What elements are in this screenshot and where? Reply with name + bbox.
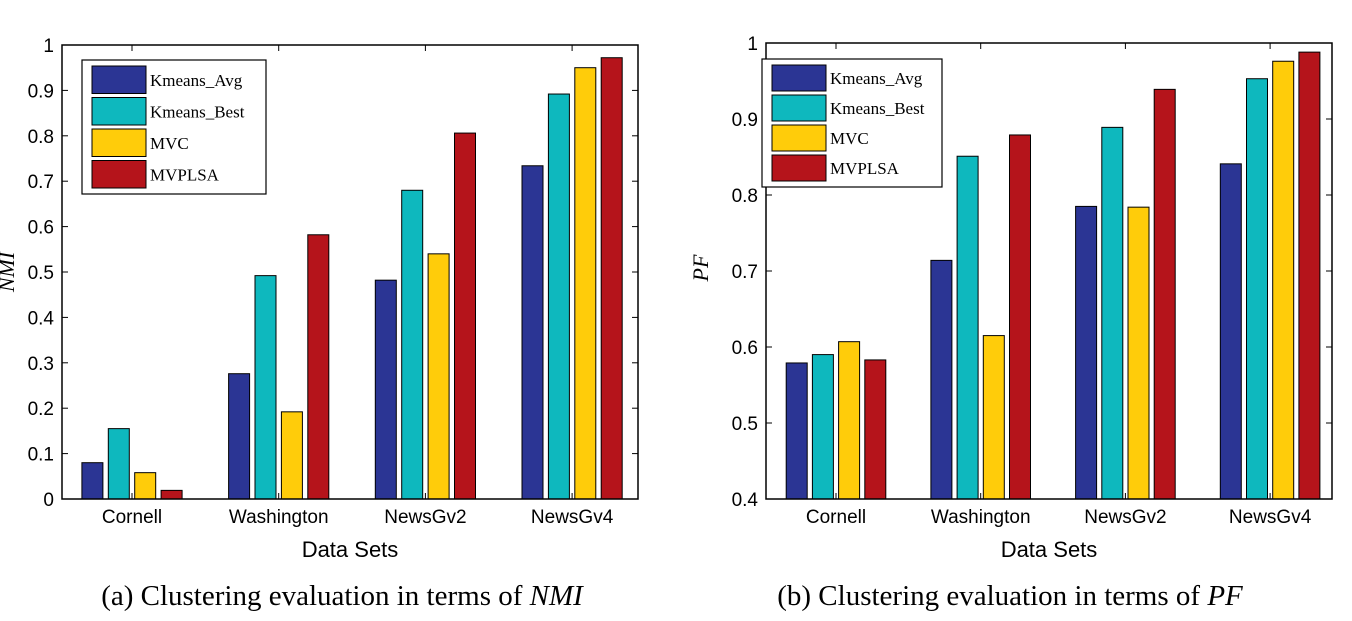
bar-mvc-newsgv2: [427, 253, 450, 500]
x-tick-label: Washington: [931, 507, 1031, 528]
bar-mvc-washington: [982, 335, 1005, 500]
legend-label-mvc: MVC: [150, 134, 189, 153]
bar-mvplsa-newsgv2: [1153, 88, 1176, 500]
legend-swatch-mvplsa: [771, 154, 827, 182]
y-tick-label: 0.8: [732, 186, 758, 207]
bar-kmeans-best-newsgv4: [1246, 78, 1268, 500]
legend-label-mvplsa: MVPLSA: [150, 165, 220, 184]
bar-kmeans-avg-newsgv2: [1075, 205, 1098, 500]
y-tick-label: 0.4: [732, 490, 759, 511]
bar-kmeans-best-newsgv2: [401, 189, 424, 500]
x-tick-label: Washington: [229, 507, 329, 528]
chart-nmi: Cornell Washington NewsGv2 NewsGv4 0 0.1 0.2 0.…: [0, 36, 639, 562]
bar-mvplsa-washington: [307, 234, 330, 500]
bar-kmeans-best-newsgv2: [1101, 126, 1124, 500]
legend-label-mvc: MVC: [830, 129, 869, 148]
legend-swatch-kmeans-best: [91, 97, 147, 126]
x-axis-label: Data Sets: [1001, 537, 1098, 562]
y-tick-label: 0.5: [28, 263, 54, 284]
legend-label-kmeans-avg: Kmeans_Avg: [150, 71, 243, 90]
caption-b-emphasis: PF: [1206, 580, 1243, 612]
bar-kmeans-best-washington: [956, 155, 979, 500]
bar-mvc-newsgv4: [1272, 60, 1295, 500]
y-tick-label: 0.2: [28, 399, 54, 420]
y-tick-label: 0.9: [732, 110, 758, 131]
bar-kmeans-best-cornell: [811, 354, 834, 500]
bar-mvc-washington: [280, 411, 303, 500]
bar-kmeans-avg-washington: [228, 373, 251, 500]
y-tick-label: 0.1: [28, 445, 54, 466]
bar-kmeans-avg-newsgv2: [374, 279, 397, 500]
bar-mvc-cornell: [838, 341, 861, 500]
y-tick-label: 0.6: [28, 218, 54, 239]
x-tick-label: NewsGv2: [384, 507, 466, 528]
legend-label-kmeans-avg: Kmeans_Avg: [830, 69, 923, 88]
legend-swatch-mvplsa: [91, 160, 147, 189]
plot-frame: [61, 44, 639, 500]
plot-frame: [765, 42, 1333, 500]
legend-swatch-kmeans-best: [771, 94, 827, 122]
x-tick-label: NewsGv4: [1229, 507, 1312, 528]
y-tick-label: 0: [43, 490, 54, 511]
bar-mvc-newsgv4: [574, 67, 597, 500]
bar-kmeans-avg-cornell: [785, 362, 808, 500]
bar-mvplsa-newsgv4: [600, 57, 623, 500]
bar-mvplsa-cornell: [864, 359, 887, 500]
bar-kmeans-avg-newsgv4: [1219, 163, 1242, 500]
bar-mvplsa-newsgv2: [454, 132, 476, 500]
legend-label-kmeans-best: Kmeans_Best: [150, 102, 245, 121]
caption-a-prefix: (a) Clustering evaluation in terms of: [101, 580, 529, 612]
bar-kmeans-best-washington: [254, 275, 277, 500]
legend-swatch-mvc: [91, 128, 147, 157]
y-tick-label: 0.9: [28, 81, 54, 102]
y-tick-label: 0.5: [732, 414, 758, 435]
x-tick-label: Cornell: [806, 507, 866, 528]
bar-mvplsa-newsgv4: [1298, 51, 1321, 500]
legend-label-mvplsa: MVPLSA: [830, 159, 900, 178]
y-tick-label: 0.6: [732, 338, 758, 359]
x-tick-label: NewsGv2: [1084, 507, 1166, 528]
bar-kmeans-avg-cornell: [81, 462, 104, 500]
y-tick-label: 0.7: [28, 172, 54, 193]
y-tick-label: 1: [43, 36, 54, 57]
y-tick-label: 1: [747, 34, 758, 55]
caption-b: (b) Clustering evaluation in terms of PF: [777, 580, 1243, 612]
legend-swatch-mvc: [771, 124, 827, 152]
x-axis-label: Data Sets: [302, 537, 399, 562]
caption-a: (a) Clustering evaluation in terms of NM…: [101, 580, 584, 612]
bar-mvplsa-cornell: [160, 489, 183, 500]
bar-mvc-newsgv2: [1127, 206, 1150, 500]
caption-a-emphasis: NMI: [529, 580, 585, 612]
y-axis-label: PF: [688, 254, 713, 282]
chart-pf: Cornell Washington NewsGv2 NewsGv4 0.4 0.5 0.6…: [688, 34, 1333, 562]
y-tick-label: 0.4: [28, 308, 55, 329]
bar-kmeans-avg-newsgv4: [521, 165, 544, 500]
y-tick-label: 0.3: [28, 354, 54, 375]
bar-kmeans-best-cornell: [107, 428, 130, 500]
bar-mvplsa-washington: [1009, 134, 1031, 500]
y-tick-label: 0.7: [732, 262, 758, 283]
legend-swatch-kmeans-avg: [91, 65, 147, 94]
bar-mvc-cornell: [134, 472, 157, 500]
bar-kmeans-avg-washington: [930, 259, 953, 500]
x-tick-label: NewsGv4: [531, 507, 614, 528]
bar-kmeans-best-newsgv4: [547, 93, 570, 500]
legend-swatch-kmeans-avg: [771, 64, 827, 92]
y-tick-label: 0.8: [28, 127, 54, 148]
legend-label-kmeans-best: Kmeans_Best: [830, 99, 925, 118]
caption-b-prefix: (b) Clustering evaluation in terms of: [777, 580, 1207, 612]
y-axis-label: NMI: [0, 250, 19, 293]
x-tick-label: Cornell: [102, 507, 162, 528]
